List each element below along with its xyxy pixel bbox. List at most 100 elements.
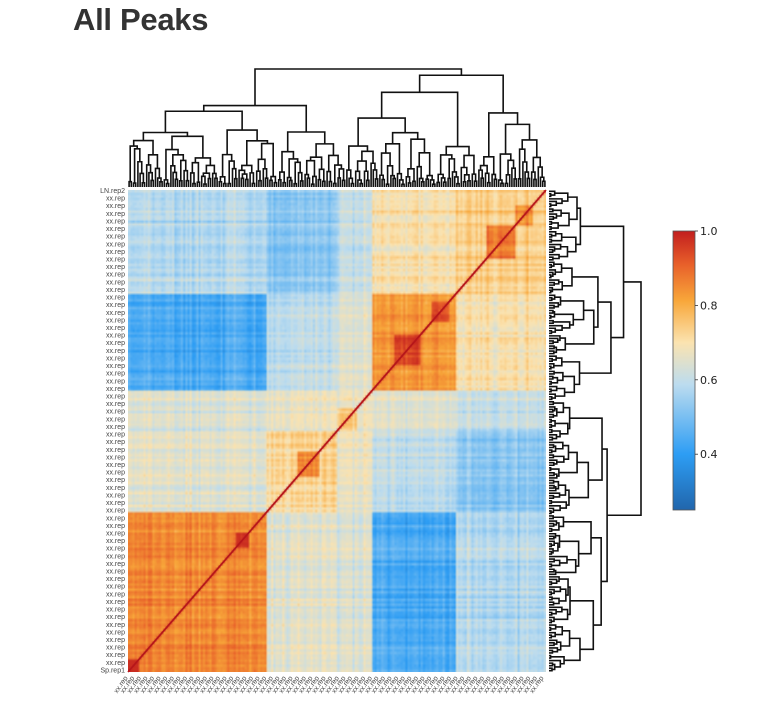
dendrogram-link — [553, 542, 559, 552]
dendrogram-link — [241, 173, 248, 180]
dendrogram-link — [607, 281, 642, 517]
dendrogram-link — [549, 309, 554, 314]
dendrogram-link — [549, 522, 555, 527]
dendrogram-link — [294, 161, 301, 184]
dendrogram-link — [244, 178, 249, 187]
dendrogram-link — [405, 176, 411, 187]
dendrogram-link — [549, 558, 555, 563]
dendrogram-link — [551, 222, 559, 229]
dendrogram-link — [407, 168, 415, 182]
row-tick-label: xx.rep — [106, 211, 125, 218]
dendrogram-link — [549, 639, 558, 645]
dendrogram-link — [191, 161, 200, 183]
dendrogram-link — [380, 91, 459, 147]
dendrogram-link — [549, 494, 555, 500]
dendrogram-link — [493, 178, 498, 187]
dendrogram-link — [396, 172, 403, 187]
row-tick-label: xx.rep — [106, 393, 125, 400]
dendrogram-link — [549, 563, 553, 568]
row-tick-label: xx.rep — [106, 203, 125, 210]
dendrogram-link — [385, 183, 390, 187]
dendrogram-link — [549, 532, 557, 539]
dendrogram-link — [137, 160, 143, 187]
dendrogram-link — [549, 215, 555, 220]
dendrogram-link — [337, 177, 342, 187]
dendrogram-link — [551, 445, 557, 453]
dendrogram-link — [539, 176, 545, 187]
dendrogram-link — [439, 154, 453, 175]
dendrogram-link — [410, 138, 426, 169]
dendrogram-link — [549, 388, 552, 393]
row-tick-label: xx.rep — [106, 553, 125, 560]
dendrogram-link — [549, 418, 552, 423]
diagonal-line — [127, 189, 547, 673]
dendrogram-link — [374, 178, 379, 187]
dendrogram-link — [549, 350, 555, 355]
dendrogram-link — [532, 156, 542, 173]
dendrogram-link — [549, 362, 555, 369]
dendrogram-link — [249, 172, 255, 187]
dendrogram-link — [147, 153, 159, 169]
row-tick-label: xx.rep — [106, 515, 125, 522]
dendrogram-link — [549, 591, 553, 596]
dendrogram-link — [549, 492, 561, 498]
dendrogram-link — [567, 196, 578, 221]
row-tick-label: xx.rep — [106, 287, 125, 294]
row-tick-label: xx.rep — [106, 310, 125, 317]
dendrogram-link — [299, 180, 304, 187]
dendrogram-link — [293, 182, 298, 187]
dendrogram-link — [571, 276, 599, 328]
row-tick-label: xx.rep — [106, 218, 125, 225]
row-tick-label: xx.rep — [106, 302, 125, 309]
dendrogram-link — [328, 180, 333, 187]
dendrogram-link — [549, 555, 568, 564]
dendrogram-link — [549, 345, 555, 350]
dendrogram-link — [551, 501, 568, 509]
dendrogram-link — [202, 104, 308, 132]
dendrogram-link — [192, 182, 196, 187]
dendrogram-link — [564, 637, 581, 662]
dendrogram-link — [463, 154, 475, 175]
dendrogram-link — [281, 150, 295, 173]
row-tick-label: xx.rep — [106, 279, 125, 286]
dendrogram-link — [226, 129, 258, 155]
row-tick-label: xx.rep — [106, 447, 125, 454]
dendrogram-link — [488, 112, 519, 157]
row-tick-label: xx.rep — [106, 561, 125, 568]
dendrogram-link — [549, 499, 553, 505]
dendrogram-link — [479, 164, 488, 174]
row-tick-label: xx.rep — [106, 196, 125, 203]
dendrogram-link — [233, 177, 238, 187]
dendrogram-link — [286, 176, 292, 187]
dendrogram-link — [381, 178, 386, 187]
dendrogram-link — [553, 346, 558, 354]
row-tick-label: xx.rep — [106, 416, 125, 423]
dendrogram-link — [318, 168, 325, 182]
dendrogram-link — [521, 139, 538, 158]
dendrogram-link — [533, 178, 537, 187]
dendrogram-link — [549, 662, 554, 667]
dendrogram-link — [565, 489, 570, 506]
column-labels: xx.repxx.repxx.repxx.repxx.repxx.repxx.r… — [113, 675, 546, 695]
row-labels: LN.rep2xx.repxx.repxx.repxx.repxx.repxx.… — [100, 188, 125, 674]
row-tick-label: xx.rep — [106, 249, 125, 256]
dendrogram-link — [321, 180, 326, 187]
dendrogram-link — [431, 183, 436, 187]
dendrogram-link — [309, 156, 323, 170]
dendrogram-link — [221, 153, 233, 177]
dendrogram-link — [549, 459, 558, 465]
dendrogram-link — [238, 169, 246, 187]
row-tick-label: xx.rep — [106, 241, 125, 248]
row-tick-label: xx.rep — [106, 599, 125, 606]
row-tick-label: xx.rep — [106, 614, 125, 621]
dendrogram-link — [497, 179, 503, 187]
dendrogram-link — [128, 180, 133, 187]
dendrogram-link — [467, 180, 471, 187]
dendrogram-link — [560, 629, 571, 647]
row-tick-label: xx.rep — [106, 454, 125, 461]
dendrogram-link — [456, 182, 460, 187]
dendrogram-link — [555, 626, 564, 636]
dendrogram-link — [486, 181, 491, 187]
dendrogram-link — [517, 177, 522, 187]
row-tick-label: xx.rep — [106, 363, 125, 370]
